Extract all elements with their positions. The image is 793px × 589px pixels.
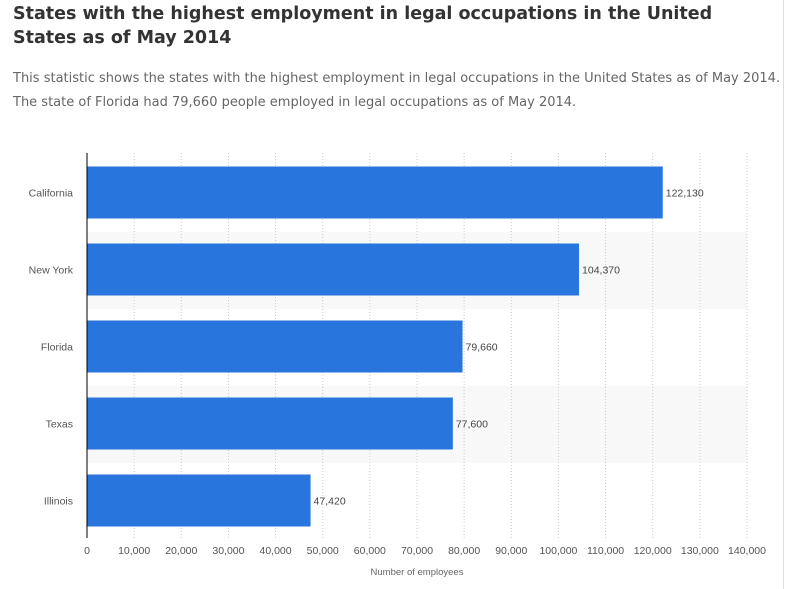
description-line: The state of Florida had 79,660 people e… <box>13 95 577 110</box>
data-label: 104,370 <box>582 265 620 277</box>
bar-california <box>87 166 663 219</box>
y-category-label: New York <box>29 265 74 277</box>
y-category-label: California <box>29 188 74 200</box>
x-tick-label: 90,000 <box>495 545 527 557</box>
bar-texas <box>87 397 453 450</box>
chart-description: This statistic shows the states with the… <box>13 67 783 115</box>
description-line: This statistic shows the states with the… <box>13 71 781 86</box>
y-category-label: Illinois <box>44 496 73 508</box>
bar-new-york <box>87 243 580 296</box>
x-tick-label: 30,000 <box>212 545 244 557</box>
x-tick-label: 100,000 <box>539 545 577 557</box>
x-tick-label: 110,000 <box>587 545 624 557</box>
x-axis-title: Number of employees <box>371 567 464 578</box>
x-tick-label: 20,000 <box>165 545 197 557</box>
bar-florida <box>87 320 463 373</box>
x-tick-label: 80,000 <box>448 545 480 557</box>
data-label: 79,660 <box>466 342 498 354</box>
y-category-label: Florida <box>41 342 73 354</box>
data-label: 47,420 <box>314 496 346 508</box>
x-tick-label: 60,000 <box>354 545 386 557</box>
x-tick-label: 40,000 <box>260 545 292 557</box>
page-edge-divider <box>783 0 784 589</box>
x-tick-label: 70,000 <box>401 545 433 557</box>
y-category-label: Texas <box>46 419 73 431</box>
chart-title: States with the highest employment in le… <box>13 4 713 48</box>
x-tick-label: 50,000 <box>307 545 339 557</box>
x-tick-label: 0 <box>84 545 90 557</box>
bar-illinois <box>87 474 311 527</box>
x-tick-label: 130,000 <box>681 545 719 557</box>
x-tick-label: 140,000 <box>728 545 766 557</box>
x-tick-label: 120,000 <box>634 545 672 557</box>
data-label: 77,600 <box>456 419 488 431</box>
data-label: 122,130 <box>666 188 704 200</box>
x-tick-label: 10,000 <box>118 545 150 557</box>
